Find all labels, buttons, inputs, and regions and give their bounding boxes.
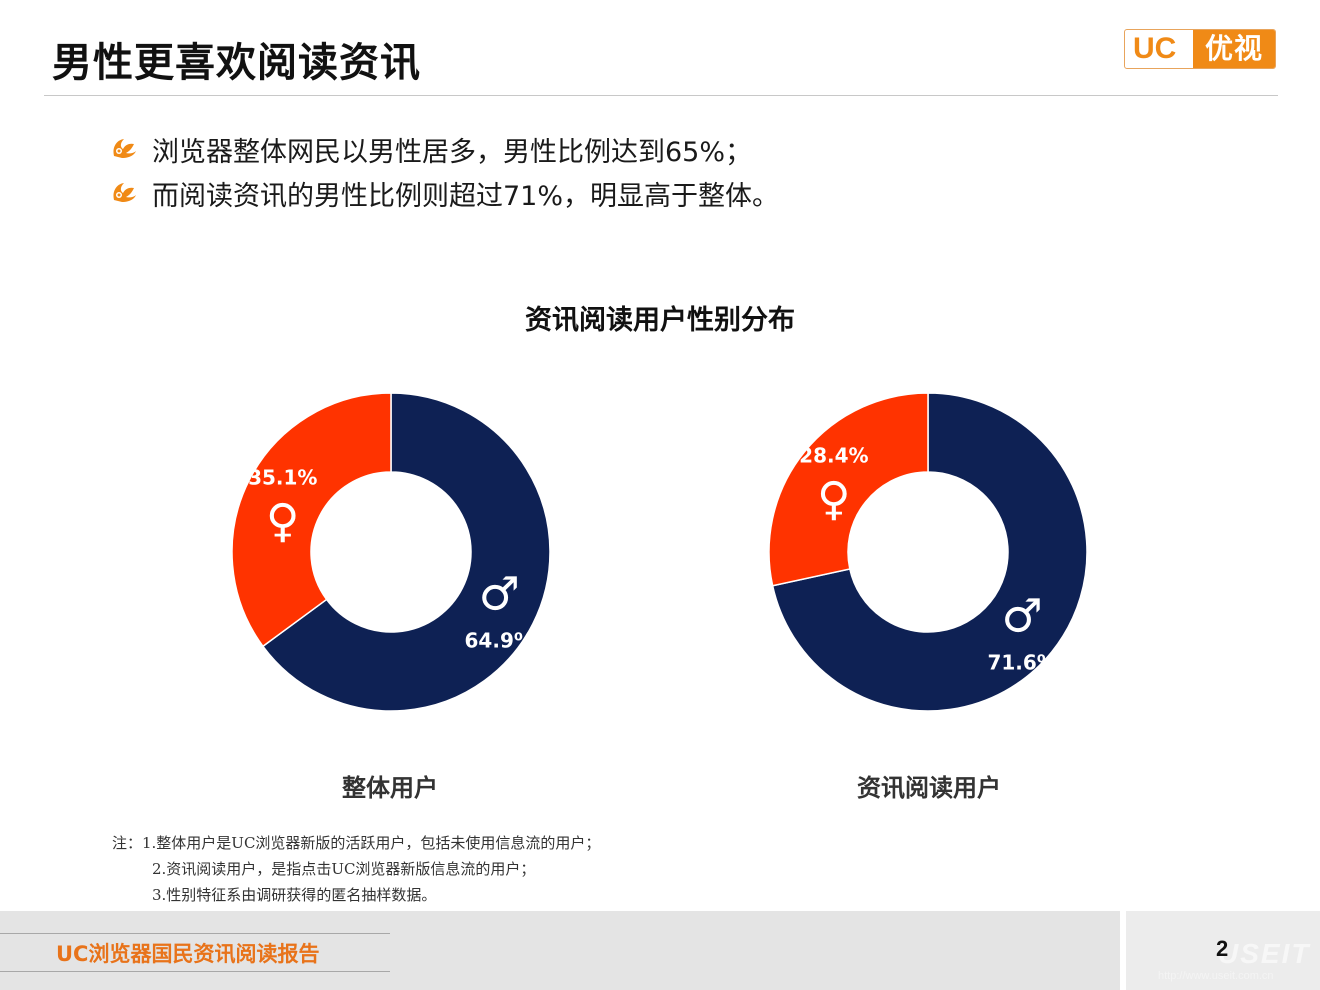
male-symbol-icon: ♂ [1002,589,1043,643]
pie-slice-male [261,392,551,712]
bullet-text: 浏览器整体网民以男性居多，男性比例达到65%； [152,137,753,168]
uc-squirrel-icon [113,139,136,158]
footer-page-box [1124,911,1320,990]
title-divider [44,95,1278,96]
male-symbol-icon: ♂ [479,567,520,621]
footnote-line: 3.性别特征系由调研获得的匿名抽样数据。 [152,886,437,904]
footer-rule-bottom [0,971,390,972]
footnote-line: 2.资讯阅读用户，是指点击UC浏览器新版信息流的用户； [152,860,536,878]
page-title: 男性更喜欢阅读资讯 [52,40,421,86]
female-symbol-icon: ♀ [817,471,851,525]
slice-label-female: 28.4% [799,443,868,467]
slice-label-male: 64.9% [465,629,534,653]
female-symbol-icon: ♀ [266,493,300,547]
logo-latin: UC [1133,32,1177,65]
pie-slice-female [768,392,929,587]
page-number: 2 [1216,936,1229,961]
footer-bar [0,911,1120,990]
footnote-line: 注：1.整体用户是UC浏览器新版的活跃用户，包括未使用信息流的用户； [112,834,601,852]
uc-squirrel-icon [113,183,136,202]
pie-slice-female [231,392,392,648]
footer-report-title: UC浏览器国民资讯阅读报告 [56,942,320,966]
donut-label-news-readers: 资讯阅读用户 [857,774,1001,802]
chart-title: 资讯阅读用户性别分布 [525,305,795,336]
logo-cn: 优视 [1193,30,1275,68]
footer-rule-top [0,933,390,934]
pie-slice-male [771,392,1088,712]
uc-youshi-logo: UC 优视 [1124,29,1276,69]
watermark-url: http://www.useit.com.cn [1158,970,1274,982]
slice-label-male: 71.6% [987,651,1056,675]
watermark-logo: USEIT [1218,938,1311,969]
donut-label-overall: 整体用户 [342,774,438,802]
bullet-text: 而阅读资讯的男性比例则超过71%，明显高于整体。 [152,181,780,212]
slice-label-female: 35.1% [248,465,317,489]
footnotes: 注：1.整体用户是UC浏览器新版的活跃用户，包括未使用信息流的用户； 2.资讯阅… [112,832,600,910]
